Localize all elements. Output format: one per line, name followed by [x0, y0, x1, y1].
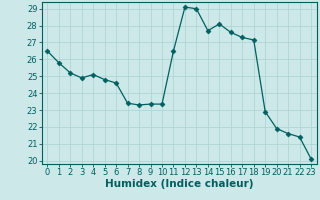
X-axis label: Humidex (Indice chaleur): Humidex (Indice chaleur) — [105, 179, 253, 189]
